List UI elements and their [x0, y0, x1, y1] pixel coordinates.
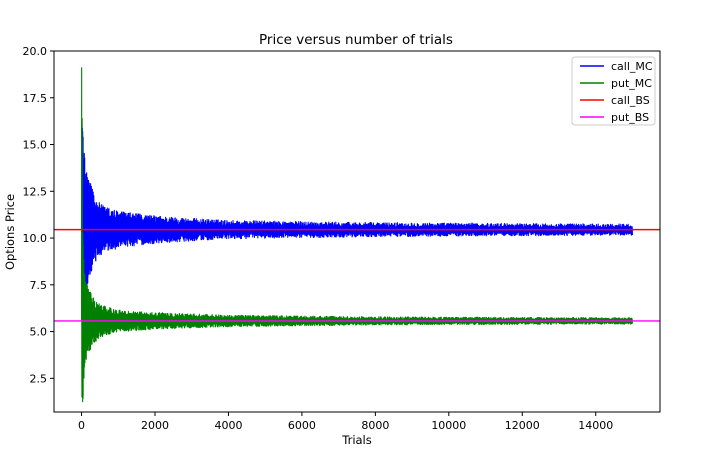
legend-label-put_MC: put_MC: [611, 77, 652, 90]
y-tick-label: 2.5: [30, 372, 48, 385]
reference-lines: [54, 228, 660, 322]
x-axis-label: Trials: [341, 433, 372, 447]
y-axis-label: Options Price: [3, 194, 17, 270]
series-line-put_MC: [81, 67, 633, 403]
legend-label-put_BS: put_BS: [611, 111, 649, 124]
y-tick-label: 10.0: [23, 232, 48, 245]
chart-title: Price versus number of trials: [259, 32, 453, 48]
x-tick-label: 0: [78, 419, 85, 432]
x-tick-label: 14000: [578, 419, 613, 432]
y-tick-label: 20.0: [23, 45, 48, 58]
x-tick-label: 2000: [141, 419, 169, 432]
y-tick-label: 15.0: [23, 139, 48, 152]
plot-series: [81, 67, 633, 403]
legend-label-call_MC: call_MC: [611, 60, 653, 73]
plot-frame: [53, 50, 661, 413]
x-tick-label: 6000: [288, 419, 316, 432]
x-tick-label: 10000: [431, 419, 466, 432]
y-tick-label: 12.5: [23, 185, 48, 198]
y-tick-label: 5.0: [30, 326, 48, 339]
y-tick-label: 7.5: [30, 279, 48, 292]
legend-box: [571, 56, 656, 126]
legend-label-call_BS: call_BS: [611, 94, 650, 107]
y-axis: 2.5 5.0 7.5 10.0 12.5 15.0 17.5 20.0: [23, 45, 54, 385]
x-tick-label: 4000: [214, 419, 242, 432]
legend: call_MC put_MC call_BS put_BS: [571, 56, 656, 126]
series-line-call_MC: [81, 123, 633, 324]
x-tick-label: 8000: [361, 419, 389, 432]
x-axis: 0 2000 4000 6000 8000 10000 12000 14000: [78, 412, 613, 432]
y-tick-label: 17.5: [23, 92, 48, 105]
x-tick-label: 12000: [505, 419, 540, 432]
